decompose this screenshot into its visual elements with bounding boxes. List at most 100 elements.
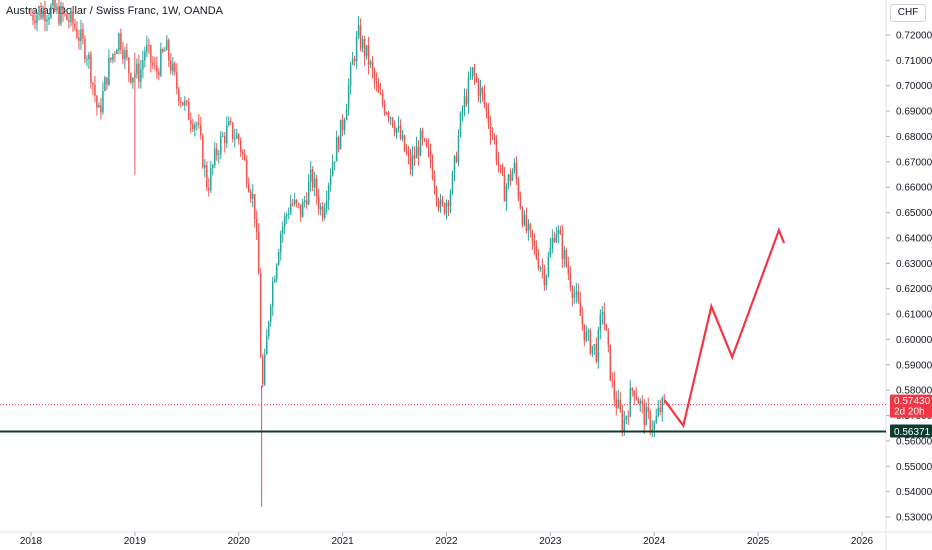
candle-body (479, 87, 482, 96)
candle-body (511, 171, 514, 181)
candle-body (293, 199, 296, 205)
candle-body (120, 33, 122, 50)
candle-body (317, 196, 320, 210)
x-tick-label: 2021 (332, 536, 355, 547)
candle-body (575, 291, 578, 295)
candle-body (503, 175, 506, 202)
candle-body (188, 101, 190, 120)
candle-body (295, 199, 298, 204)
candle-body (577, 291, 580, 302)
candle-body (108, 57, 110, 85)
candle-body (439, 199, 442, 208)
candle-body (361, 38, 364, 49)
candle-body (369, 61, 372, 65)
candle-body (275, 264, 278, 280)
candle-body (621, 410, 624, 432)
currency-button[interactable]: CHF (890, 4, 926, 22)
candle-body (539, 267, 542, 269)
candle-body (210, 168, 212, 191)
candle-body (657, 407, 659, 417)
candle-body (597, 330, 600, 362)
candle-body (194, 124, 196, 130)
candle-body (363, 38, 366, 57)
current-price-tag[interactable] (890, 394, 932, 418)
candle-body (34, 20, 36, 24)
candle-body (170, 60, 172, 72)
candle-body (399, 125, 402, 139)
y-tick-label: 0.62000 (896, 284, 932, 295)
candle-body (405, 150, 408, 154)
candle-body (579, 301, 582, 316)
candle-body (393, 126, 396, 134)
candle-body (186, 100, 188, 102)
candle-body (341, 119, 344, 131)
candle-body (76, 28, 78, 38)
candle-body (591, 346, 594, 354)
candle-body (321, 206, 324, 219)
candle-body (136, 63, 138, 75)
candle-body (48, 17, 50, 20)
candle-body (493, 135, 496, 141)
candle-body (82, 29, 84, 39)
candle-body (38, 9, 40, 16)
candle-body (84, 38, 86, 60)
candle-body (241, 151, 244, 155)
candle-body (459, 113, 462, 136)
x-tick-label: 2025 (747, 536, 770, 547)
candle-body (62, 6, 64, 15)
candle-body (623, 419, 626, 432)
candle-body (343, 120, 346, 131)
candle-body (487, 110, 490, 124)
candle-body (365, 45, 368, 57)
candle-body (172, 63, 174, 72)
candle-body (202, 135, 204, 168)
candle-body (595, 344, 598, 362)
candle-body (581, 315, 584, 325)
y-tick-label: 0.69000 (896, 107, 932, 118)
price-axis[interactable]: 0.72000 0.71000 0.70000 0.69000 0.68000 0.670… (886, 31, 932, 524)
candle-body (525, 214, 528, 231)
candle-body (58, 6, 60, 24)
candle-body (60, 6, 62, 24)
candle-body (553, 237, 556, 242)
candle-body (132, 77, 134, 83)
candle-body (643, 403, 646, 425)
candle-body (114, 54, 116, 56)
candle-body (519, 197, 522, 209)
candle-body (90, 54, 92, 83)
time-axis[interactable]: 2018 2019 2020 2021 2022 2023 2024 2025 2026 (20, 532, 874, 547)
candle-body (411, 155, 414, 170)
candle-body (52, 0, 54, 6)
candle-body (477, 81, 480, 96)
candle-body (116, 50, 118, 55)
candle-body (449, 193, 452, 207)
y-tick-label: 0.64000 (896, 233, 932, 244)
candle-body (349, 64, 352, 86)
candle-body (239, 139, 242, 152)
candle-body (267, 321, 270, 337)
candle-body (419, 130, 422, 156)
candle-body (605, 324, 608, 331)
candle-body (451, 172, 454, 194)
projection-drawing[interactable] (663, 227, 786, 429)
candle-body (627, 416, 630, 418)
candle-body (379, 92, 382, 94)
candle-body (495, 140, 498, 162)
candle-body (160, 49, 162, 76)
candle-body (128, 57, 130, 74)
candle-body (303, 200, 306, 202)
projection-path (663, 227, 786, 429)
candle-body (144, 51, 146, 61)
candle-body (429, 149, 432, 162)
support-price-tag[interactable] (890, 424, 932, 438)
candle-body (601, 312, 604, 315)
candle-body (66, 14, 68, 21)
candle-body (389, 117, 392, 119)
y-tick-label: 0.72000 (896, 31, 932, 42)
candle-body (124, 50, 126, 60)
x-tick-label: 2019 (124, 536, 147, 547)
candle-body (481, 87, 484, 94)
candle-body (36, 15, 38, 24)
